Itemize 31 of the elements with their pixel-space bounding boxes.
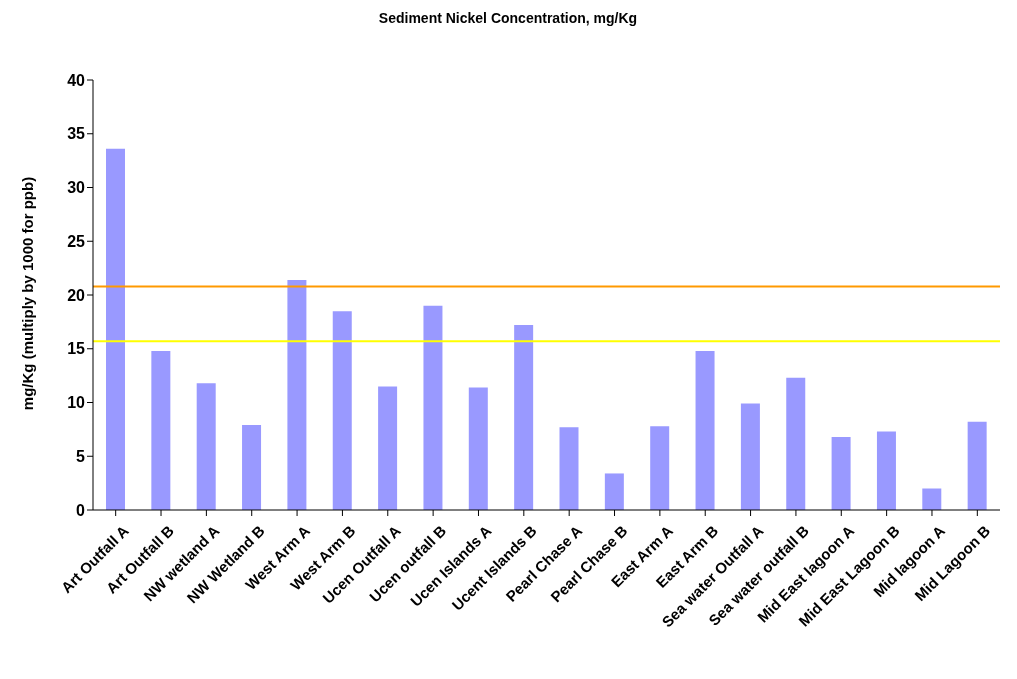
y-tick-label: 0	[76, 501, 86, 519]
bar	[786, 377, 806, 510]
bar	[106, 148, 125, 510]
bar	[650, 426, 670, 510]
y-axis-title: mg/Kg (multiply by 1000 for ppb)	[19, 176, 37, 410]
bar	[196, 383, 216, 510]
bar	[423, 305, 443, 510]
bar	[332, 311, 352, 510]
y-tick-label: 10	[67, 394, 86, 412]
y-tick-label: 20	[67, 286, 86, 304]
y-tick-label: 25	[67, 232, 86, 250]
bar	[242, 425, 262, 510]
bar	[740, 403, 760, 510]
y-tick-label: 35	[67, 125, 86, 143]
y-tick-label: 30	[67, 179, 86, 197]
bar	[922, 488, 942, 510]
bar	[967, 421, 987, 510]
bar	[287, 279, 307, 510]
chart-title: Sediment Nickel Concentration, mg/Kg	[377, 9, 639, 28]
y-tick-label: 40	[67, 71, 86, 89]
bar	[695, 350, 715, 510]
bar	[559, 427, 579, 510]
y-tick-label: 15	[67, 340, 86, 358]
bar	[378, 386, 398, 510]
bar	[876, 431, 896, 510]
y-tick-label: 5	[76, 447, 86, 465]
bar	[831, 436, 851, 510]
bar	[514, 325, 534, 510]
bar	[468, 387, 488, 510]
bar	[604, 473, 624, 510]
bar	[151, 350, 171, 510]
